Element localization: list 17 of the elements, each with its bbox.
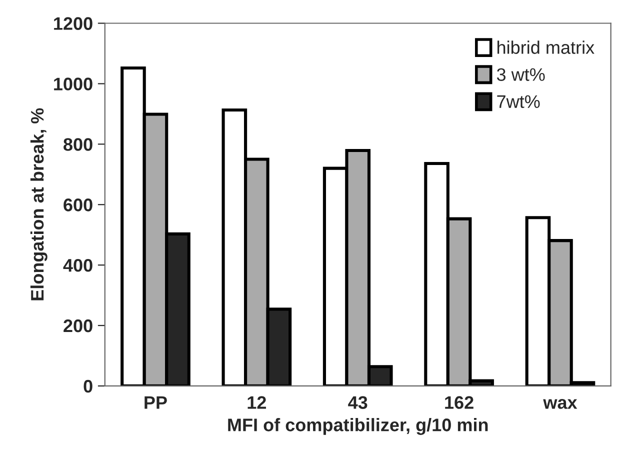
x-tick-label: 43 xyxy=(348,396,368,409)
legend-label: hibrid matrix xyxy=(498,40,594,54)
y-tick-label: 200 xyxy=(64,319,92,332)
y-tick-label: 1200 xyxy=(54,17,92,30)
x-axis-title: MFI of compatibilizer, g/10 min xyxy=(228,418,488,435)
x-tick-label: wax xyxy=(543,399,578,409)
y-tick-label: 1000 xyxy=(54,78,92,90)
y-tick-label: 600 xyxy=(64,198,92,212)
y-tick-label: 800 xyxy=(64,138,92,151)
x-tick-label: PP xyxy=(144,396,167,409)
y-tick-label: 400 xyxy=(63,258,92,272)
y-axis-title: Elongation at break, % xyxy=(30,108,48,300)
legend-label: 7wt% xyxy=(497,95,540,108)
legend-label: 3 wt% xyxy=(496,68,545,81)
x-tick-label: 12 xyxy=(248,396,266,409)
x-tick-label: 162 xyxy=(445,396,474,409)
y-tick-label: 0 xyxy=(84,380,92,393)
